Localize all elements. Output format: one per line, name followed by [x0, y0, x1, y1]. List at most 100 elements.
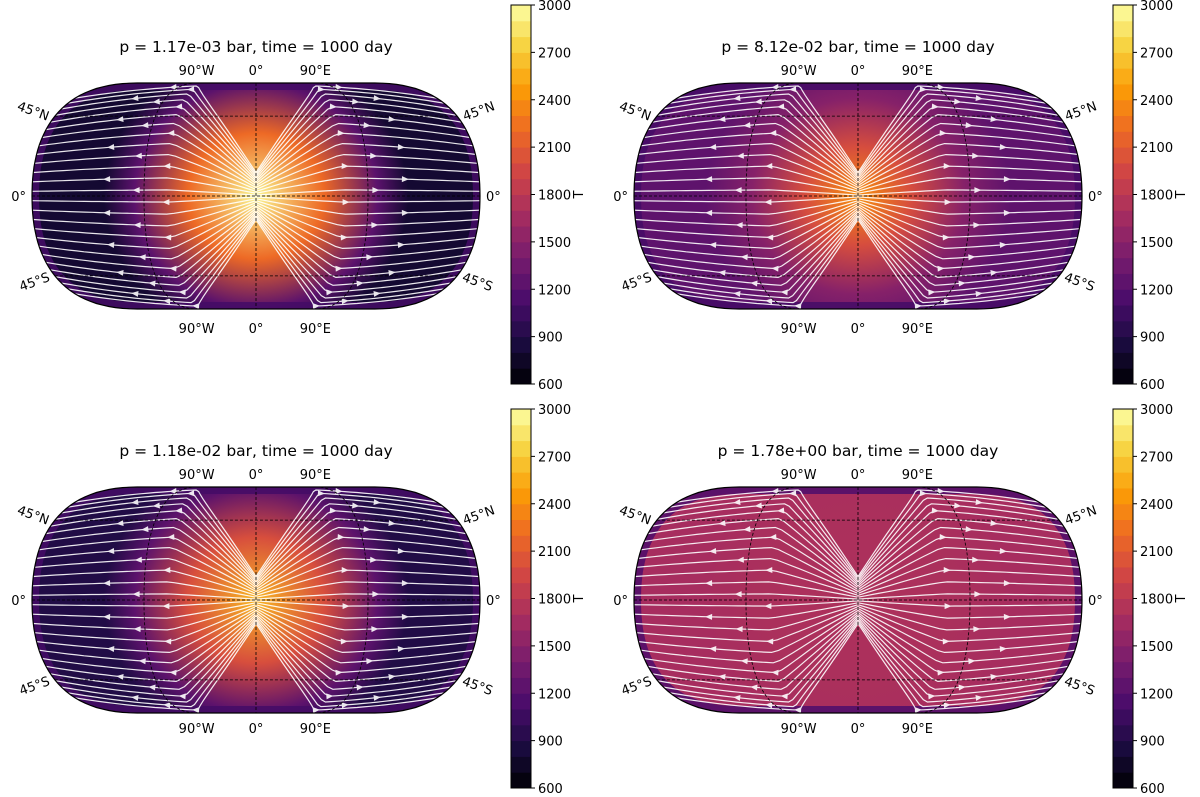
streamline — [255, 215, 451, 299]
streamline — [34, 606, 257, 643]
colorbar-band — [511, 178, 531, 195]
colorbar-band — [1113, 614, 1133, 631]
streamline — [857, 205, 1075, 260]
lat-label-left: 0° — [613, 190, 628, 205]
map-area — [32, 83, 480, 309]
flow-arrow — [931, 103, 939, 110]
flow-arrow — [718, 116, 726, 123]
flow-arrow — [164, 234, 172, 241]
colorbar-band — [511, 352, 531, 369]
flow-arrow — [975, 499, 983, 506]
lon-label-bottom: 90°W — [781, 322, 817, 337]
flow-arrow — [999, 242, 1007, 249]
lat-label-right: 45°N — [1063, 99, 1099, 124]
map-outline — [633, 82, 1083, 310]
flow-arrow — [326, 693, 334, 700]
colorbar-band — [511, 709, 531, 726]
colorbar-tick-label: 900 — [538, 331, 563, 346]
streamline — [638, 607, 859, 654]
colorbar-band — [1113, 257, 1133, 274]
streamline — [857, 99, 1059, 179]
flow-arrow — [356, 684, 364, 691]
flow-arrow — [705, 209, 713, 216]
colorbar-band — [511, 52, 531, 69]
streamline — [255, 492, 445, 579]
colorbar-band — [1113, 36, 1133, 53]
flow-arrow — [990, 520, 998, 527]
flow-arrow — [794, 303, 802, 309]
flow-arrow — [765, 567, 773, 574]
streamline — [255, 205, 473, 260]
streamline — [644, 207, 859, 270]
colorbar-band — [511, 772, 531, 789]
flow-arrow — [928, 693, 936, 700]
colorbar-band — [511, 472, 531, 489]
flow-arrow — [372, 591, 380, 598]
flow-arrow — [352, 98, 360, 105]
flow-arrow — [326, 289, 334, 296]
flow-arrow — [372, 187, 380, 194]
streamline — [857, 165, 1081, 192]
colorbar-band — [511, 115, 531, 132]
colorbar-band — [511, 645, 531, 663]
streamline — [635, 569, 859, 596]
flow-arrow — [366, 658, 374, 665]
colorbar-band — [511, 289, 531, 306]
panel-title: p = 1.17e-03 bar, time = 1000 day — [119, 38, 392, 56]
streamline — [663, 619, 859, 703]
streamline — [255, 607, 476, 654]
flow-arrow — [341, 298, 349, 305]
flow-arrow — [718, 520, 726, 527]
lat-label-left: 0° — [11, 594, 26, 609]
flow-arrow — [167, 534, 175, 541]
flow-arrow — [133, 626, 141, 633]
streamline — [857, 619, 1053, 703]
flow-arrow — [103, 613, 111, 620]
colorbar-tick-label: 2100 — [1140, 545, 1173, 560]
lat-label-left: 45°S — [17, 674, 52, 699]
colorbar-band — [511, 20, 531, 38]
colorbar: 600 900 1200 1500 1800 2100 2400 2700 3000 T — [1112, 0, 1189, 393]
streamline — [663, 215, 859, 299]
flow-arrow — [789, 490, 797, 497]
streamline — [255, 203, 476, 250]
colorbar-tick-label: 2400 — [538, 94, 571, 109]
flow-arrow — [167, 130, 175, 137]
flow-arrow — [163, 298, 171, 305]
flow-arrow — [914, 303, 922, 309]
colorbar-band — [1113, 598, 1133, 615]
gridlines — [32, 83, 480, 309]
gridlines — [32, 487, 480, 713]
flow-arrow — [718, 269, 726, 276]
colorbar-tick-label: 900 — [538, 735, 563, 750]
colorbar-tick-label: 2100 — [538, 141, 571, 156]
streamline — [61, 619, 257, 703]
streamline — [255, 99, 457, 179]
streamline — [255, 196, 480, 203]
flow-arrow — [919, 86, 927, 93]
streamline — [857, 600, 1082, 607]
flow-arrow — [919, 490, 927, 497]
flow-arrow — [335, 265, 343, 272]
colorbar-band — [1113, 440, 1133, 457]
colorbar-band — [1113, 368, 1133, 385]
colorbar-tick-label: 2400 — [1140, 94, 1173, 109]
flow-arrow — [750, 280, 758, 287]
colorbar-band — [1113, 582, 1133, 599]
flow-arrow — [401, 209, 409, 216]
flow-arrow — [931, 507, 939, 514]
colorbar-tick-label: 2400 — [1140, 498, 1173, 513]
colorbar-tick-label: 600 — [1140, 378, 1165, 393]
flow-arrow — [116, 673, 124, 680]
flow-arrow — [341, 567, 349, 574]
panel-title: p = 1.18e-02 bar, time = 1000 day — [119, 442, 392, 460]
streamline — [255, 581, 480, 598]
streamline — [641, 205, 859, 260]
flow-arrow — [771, 265, 779, 272]
lon-label-bottom: 90°E — [902, 322, 933, 337]
flow-arrow — [1003, 580, 1011, 587]
flow-arrow — [401, 613, 409, 620]
colorbar-band — [1113, 772, 1133, 789]
flow-arrow — [162, 603, 170, 610]
colorbar-band — [1113, 709, 1133, 726]
